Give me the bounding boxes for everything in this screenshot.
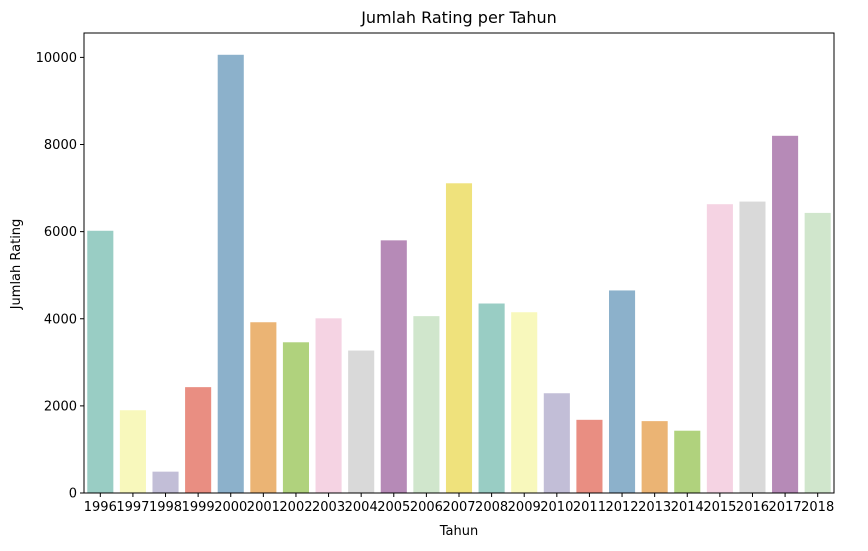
- bar-2006: [413, 316, 440, 493]
- bar-2008: [478, 303, 505, 493]
- bar-1996: [87, 230, 114, 494]
- bar-2010: [543, 393, 570, 493]
- x-tick-label-2000: 2000: [214, 500, 247, 515]
- x-tick-label-2015: 2015: [703, 500, 736, 515]
- x-tick-label-2012: 2012: [605, 500, 638, 515]
- y-tick-label-4000: 4000: [44, 312, 77, 327]
- x-tick-label-2002: 2002: [279, 500, 312, 515]
- x-tick-label-2005: 2005: [377, 500, 410, 515]
- x-tick-label-2011: 2011: [573, 500, 606, 515]
- chart-title: Jumlah Rating per Tahun: [360, 8, 557, 27]
- x-tick-label-2003: 2003: [312, 500, 345, 515]
- bar-2007: [445, 183, 473, 493]
- bar-2011: [576, 419, 603, 493]
- bar-2013: [641, 421, 668, 493]
- bars-group: [87, 54, 831, 494]
- bar-2009: [511, 312, 538, 493]
- bar-2003: [315, 318, 342, 493]
- bar-2002: [282, 342, 309, 493]
- bar-2000: [217, 54, 244, 493]
- y-tick-label-6000: 6000: [44, 225, 77, 240]
- y-tick-label-10000: 10000: [36, 51, 77, 66]
- bar-2018: [804, 212, 831, 493]
- bar-1997: [119, 410, 146, 493]
- x-tick-label-1997: 1997: [116, 500, 149, 515]
- bar-2014: [674, 430, 701, 493]
- bar-2015: [706, 204, 733, 493]
- x-tick-label-2013: 2013: [638, 500, 671, 515]
- x-tick-label-2007: 2007: [442, 500, 475, 515]
- y-tick-label-2000: 2000: [44, 399, 77, 414]
- x-tick-label-2006: 2006: [410, 500, 443, 515]
- bar-2016: [739, 201, 766, 494]
- bar-2005: [380, 240, 407, 493]
- x-tick-label-2009: 2009: [508, 500, 541, 515]
- bar-2001: [250, 322, 277, 493]
- x-tick-label-2014: 2014: [671, 500, 704, 515]
- y-axis-label: Jumlah Rating: [9, 219, 24, 311]
- x-axis-label: Tahun: [439, 524, 478, 539]
- bar-2017: [772, 135, 799, 493]
- bar-2004: [348, 350, 375, 493]
- x-axis-ticks: 1996 1997 1998 1999 2000 2001 2002 2003 2004 2005…: [84, 493, 834, 515]
- x-tick-label-1996: 1996: [84, 500, 117, 515]
- x-tick-label-2008: 2008: [475, 500, 508, 515]
- x-tick-label-1999: 1999: [182, 500, 215, 515]
- x-tick-label-2018: 2018: [801, 500, 834, 515]
- y-tick-label-8000: 8000: [44, 138, 77, 153]
- x-tick-label-2016: 2016: [736, 500, 769, 515]
- x-tick-label-1998: 1998: [149, 500, 182, 515]
- bar-1999: [185, 387, 212, 493]
- x-tick-label-2010: 2010: [540, 500, 573, 515]
- bar-2012: [609, 290, 636, 493]
- bar-1998: [152, 471, 179, 493]
- y-axis-ticks: 0 2000 4000 6000 8000 10000: [36, 51, 84, 502]
- x-tick-label-2017: 2017: [769, 500, 802, 515]
- plot-frame: [83, 32, 835, 494]
- x-tick-label-2001: 2001: [247, 500, 280, 515]
- y-tick-label-0: 0: [69, 487, 77, 502]
- x-tick-label-2004: 2004: [345, 500, 378, 515]
